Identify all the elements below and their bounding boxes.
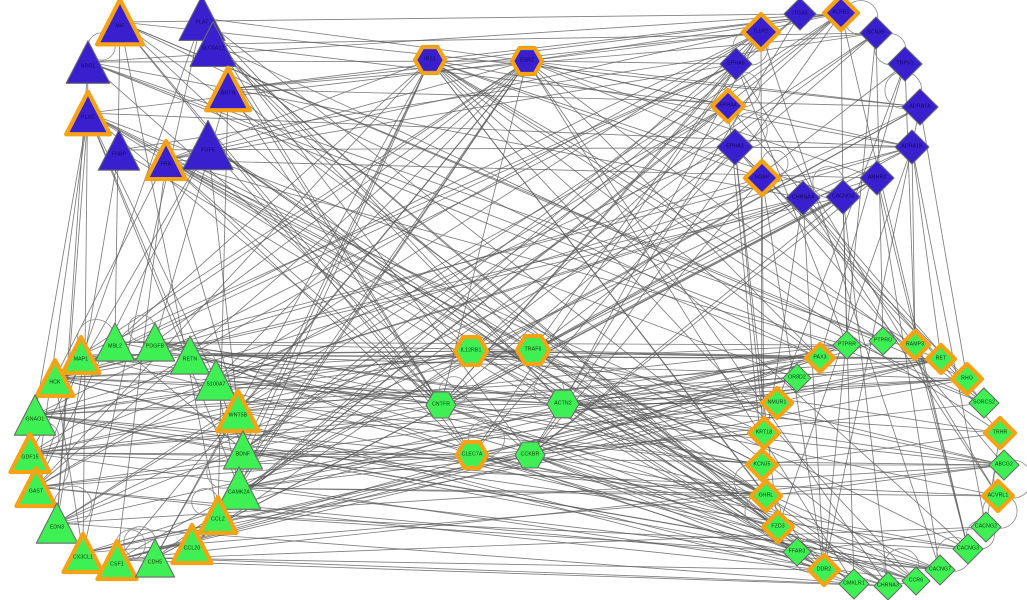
node-shape-triangle bbox=[95, 538, 139, 582]
node-shape-triangle bbox=[35, 502, 79, 544]
node-shape-hexagon bbox=[514, 441, 546, 469]
node-shape-hexagon bbox=[514, 334, 552, 366]
node-shape-diamond bbox=[782, 363, 812, 393]
node-shape-hexagon bbox=[454, 439, 490, 471]
node-shape-triangle bbox=[97, 129, 141, 171]
node-shape-diamond bbox=[924, 554, 956, 586]
node-shape-diamond bbox=[988, 449, 1020, 481]
node-shape-triangle bbox=[204, 65, 252, 113]
network-node-traf6[interactable]: TRAF6 bbox=[510, 327, 556, 373]
network-node-il12rb1[interactable]: IL12RB1 bbox=[448, 328, 494, 374]
network-node-trpv1[interactable]: TRPV1 bbox=[881, 40, 929, 88]
network-node-actn2[interactable]: ACTN2 bbox=[540, 381, 586, 427]
network-node-nrg1[interactable]: NRG1 bbox=[62, 36, 114, 88]
node-shape-triangle bbox=[144, 138, 188, 182]
node-shape-triangle bbox=[94, 322, 136, 362]
node-shape-hexagon bbox=[412, 44, 448, 76]
network-node-epha5[interactable]: EPHA5 bbox=[713, 41, 759, 87]
node-shape-triangle bbox=[34, 357, 76, 399]
node-shape-diamond bbox=[746, 415, 782, 451]
node-shape-diamond bbox=[748, 478, 784, 514]
node-shape-diamond bbox=[859, 160, 895, 196]
node-shape-triangle bbox=[182, 119, 234, 171]
node-shape-triangle bbox=[65, 40, 111, 84]
node-shape-diamond bbox=[783, 0, 817, 31]
node-shape-diamond bbox=[968, 387, 1000, 419]
node-shape-diamond bbox=[760, 509, 796, 545]
network-node-cckbr[interactable]: CCKBR bbox=[508, 433, 552, 477]
node-shape-triangle bbox=[216, 466, 262, 510]
node-shape-diamond bbox=[859, 16, 893, 50]
node-shape-triangle bbox=[215, 388, 261, 434]
network-node-cntfr[interactable]: CNTFR bbox=[419, 383, 463, 427]
node-shape-triangle bbox=[8, 431, 52, 475]
node-shape-hexagon bbox=[452, 335, 490, 367]
node-shape-diamond bbox=[970, 511, 1002, 543]
node-shape-triangle bbox=[61, 531, 105, 575]
node-shape-diamond bbox=[806, 552, 842, 588]
node-shape-triangle bbox=[13, 394, 57, 436]
network-node-artn[interactable]: ARTN bbox=[202, 63, 254, 115]
node-shape-triangle bbox=[197, 494, 239, 536]
node-shape-triangle bbox=[14, 465, 58, 509]
node-shape-diamond bbox=[949, 361, 985, 397]
node-shape-diamond bbox=[782, 537, 812, 567]
network-node-frk[interactable]: FRK bbox=[142, 136, 190, 184]
node-shape-diamond bbox=[901, 88, 939, 126]
node-shape-diamond bbox=[821, 0, 861, 33]
node-shape-diamond bbox=[803, 341, 837, 375]
node-shape-diamond bbox=[873, 571, 903, 600]
node-shape-diamond bbox=[742, 158, 782, 198]
node-shape-triangle bbox=[134, 322, 176, 362]
node-shape-hexagon bbox=[509, 45, 545, 77]
node-shape-diamond bbox=[887, 46, 923, 82]
node-shape-diamond bbox=[716, 128, 754, 166]
node-shape-triangle bbox=[189, 21, 237, 67]
node-shape-triangle bbox=[222, 430, 264, 470]
node-shape-diamond bbox=[868, 326, 898, 356]
network-node-irs1[interactable]: IRS1 bbox=[408, 38, 452, 82]
node-shape-diamond bbox=[759, 385, 795, 421]
network-node-cdh5[interactable]: CDH5 bbox=[131, 534, 179, 582]
node-shape-diamond bbox=[719, 47, 753, 81]
node-shape-diamond bbox=[709, 87, 747, 125]
network-node-cacng4[interactable]: CACNG4 bbox=[819, 173, 867, 221]
node-shape-diamond bbox=[744, 447, 780, 483]
node-shape-triangle bbox=[194, 359, 238, 401]
node-shape-diamond bbox=[982, 415, 1018, 451]
node-shape-hexagon bbox=[425, 391, 457, 419]
node-shape-diamond bbox=[832, 330, 862, 360]
node-shape-triangle bbox=[64, 89, 112, 137]
node-shape-diamond bbox=[825, 179, 861, 215]
node-shape-diamond bbox=[894, 129, 930, 165]
node-shape-triangle bbox=[169, 335, 211, 375]
node-shape-triangle bbox=[134, 538, 176, 578]
node-shape-diamond bbox=[898, 328, 932, 362]
node-shape-triangle bbox=[60, 334, 102, 376]
node-shape-diamond bbox=[838, 568, 870, 600]
node-shape-diamond bbox=[952, 533, 984, 565]
network-node-clec7a[interactable]: CLEC7A bbox=[450, 433, 494, 477]
node-shape-diamond bbox=[785, 180, 821, 216]
network-node-ccr6[interactable]: CCR6 bbox=[895, 560, 937, 600]
node-shape-diamond bbox=[901, 566, 931, 596]
node-shape-diamond bbox=[740, 11, 782, 53]
node-shape-diamond bbox=[924, 342, 958, 376]
network-node-fnbp[interactable]: FNBP bbox=[94, 125, 144, 175]
node-shape-triangle bbox=[170, 522, 214, 566]
network-node-esr2[interactable]: ESR2 bbox=[505, 39, 549, 83]
node-shape-hexagon bbox=[546, 389, 580, 419]
node-shape-triangle bbox=[94, 0, 146, 47]
node-shape-diamond bbox=[980, 478, 1016, 514]
